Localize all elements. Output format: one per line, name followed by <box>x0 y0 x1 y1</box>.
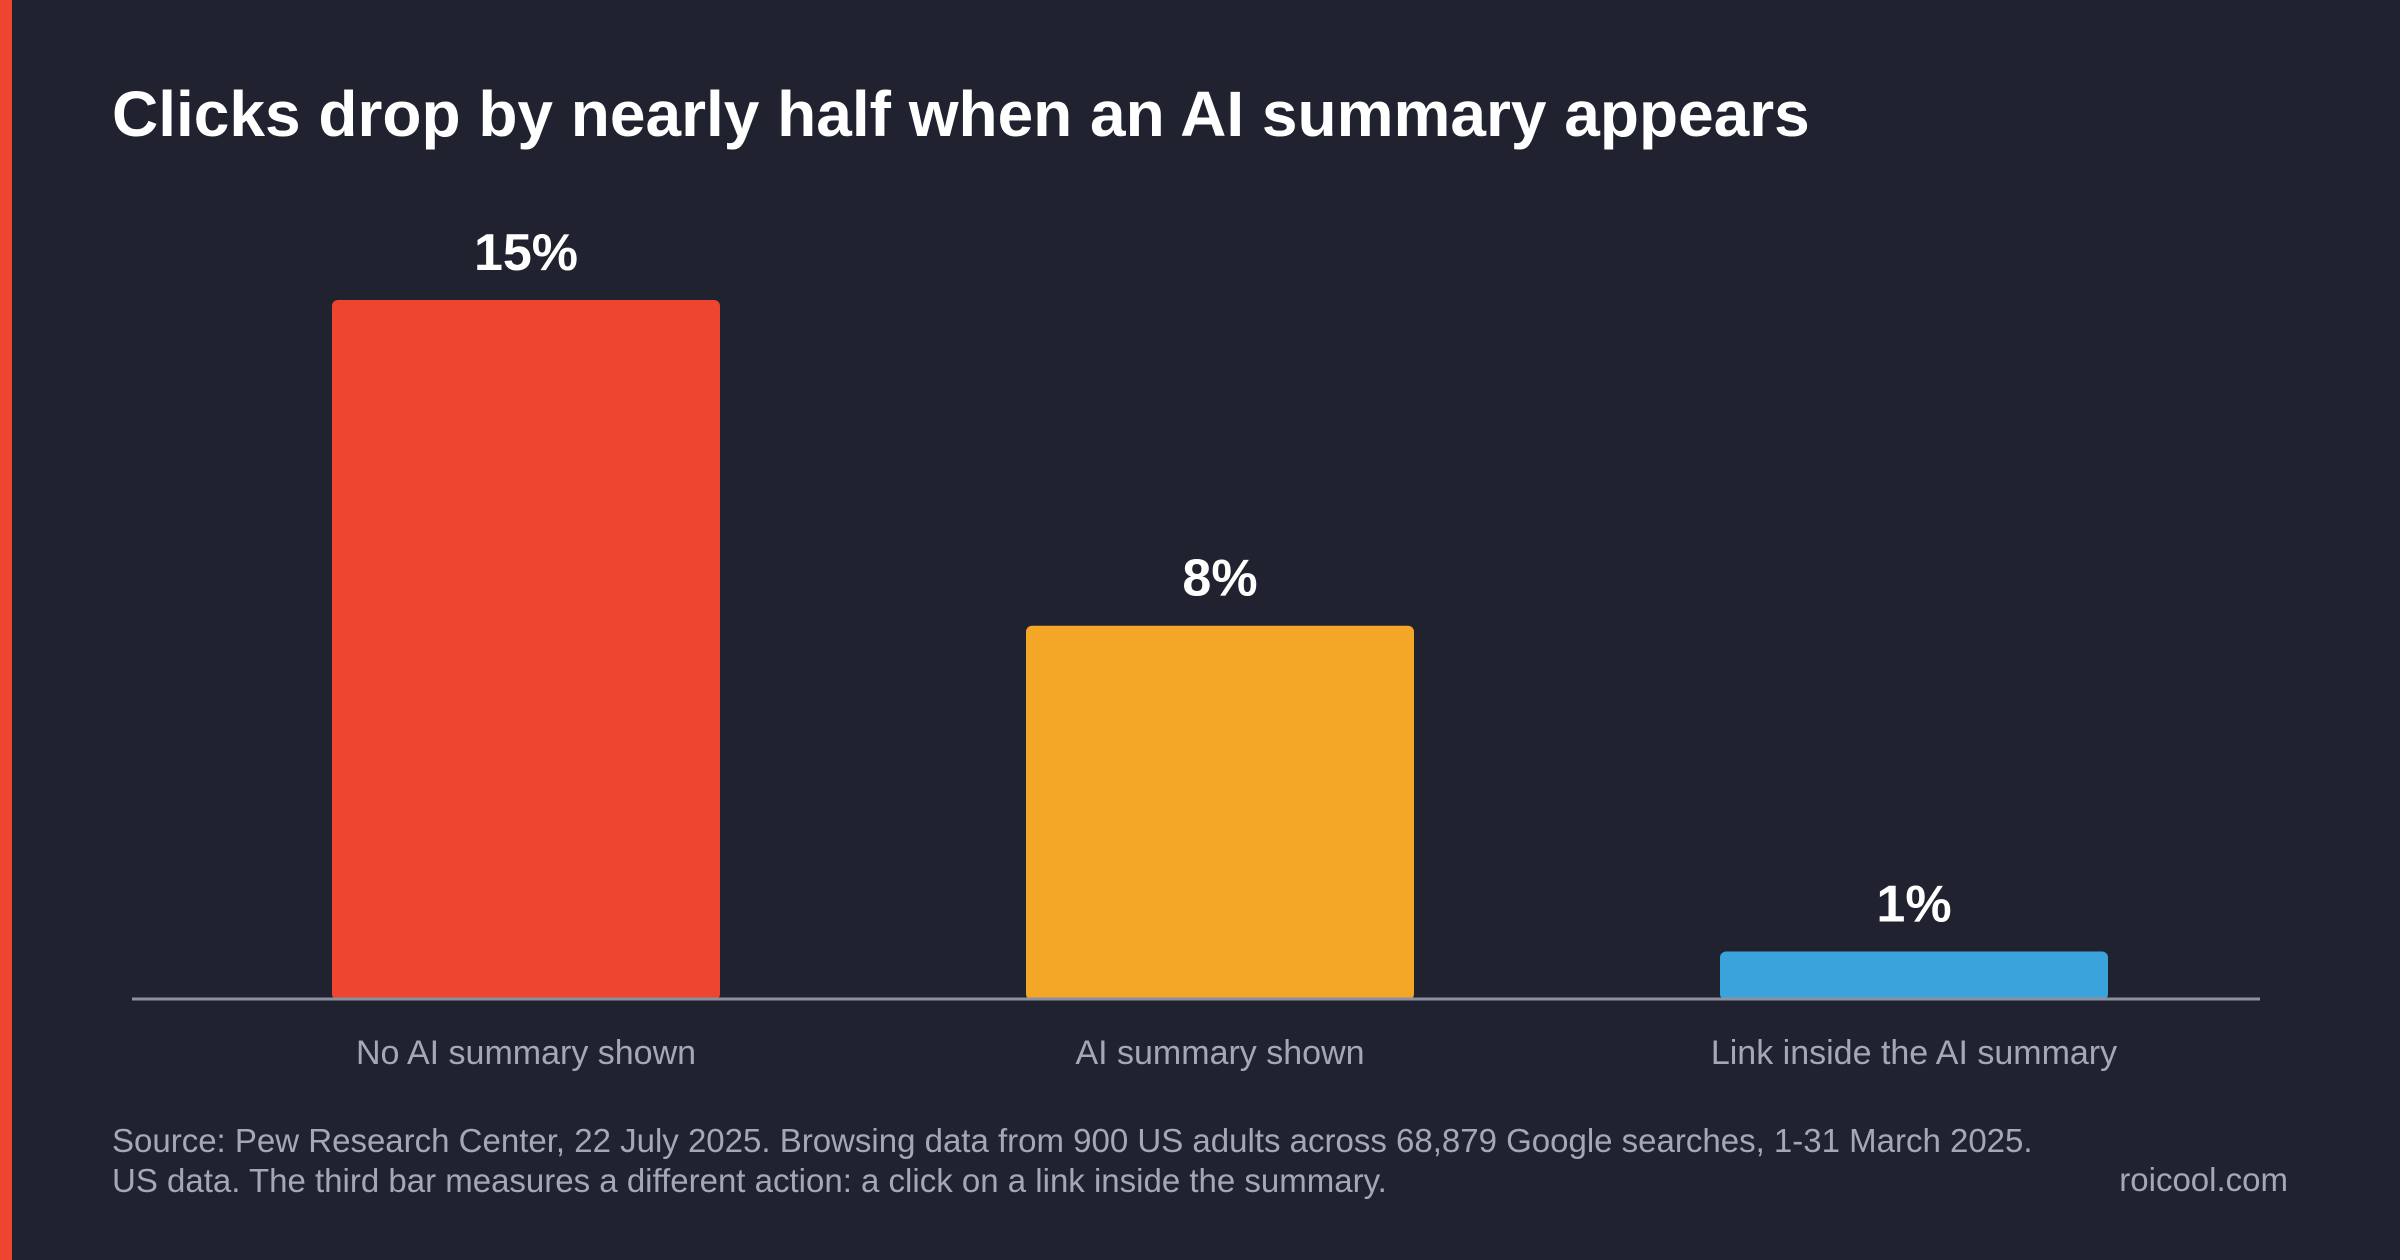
bar-3 <box>1720 951 2108 1000</box>
value-label-3: 1% <box>1876 875 1951 933</box>
value-label-1: 15% <box>474 224 578 282</box>
accent-stripe <box>0 0 12 1260</box>
bar-1 <box>332 300 720 1000</box>
category-label-3: Link inside the AI summary <box>1711 1034 2117 1072</box>
value-label-2: 8% <box>1182 550 1257 608</box>
chart-title: Clicks drop by nearly half when an AI su… <box>112 78 1810 150</box>
source-note: Source: Pew Research Center, 22 July 202… <box>112 1122 2033 1199</box>
brand-label: roicool.com <box>2119 1161 2288 1198</box>
category-label-2: AI summary shown <box>1075 1034 1364 1072</box>
bar-2 <box>1026 625 1414 1000</box>
category-label-1: No AI summary shown <box>356 1034 696 1072</box>
